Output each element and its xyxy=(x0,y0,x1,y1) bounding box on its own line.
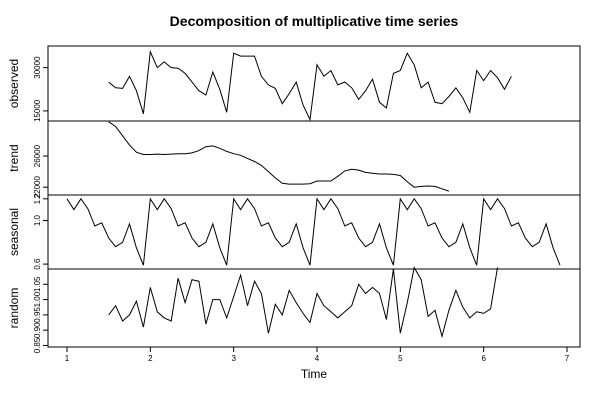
panel-label-random: random xyxy=(7,288,21,329)
y-tick-label: 1.2 xyxy=(33,193,42,205)
panel-seasonal: 0.6 1.0 1.2 seasonal xyxy=(7,193,581,270)
x-tick-label: 1 xyxy=(65,354,70,363)
panel-frame-observed xyxy=(47,45,581,122)
series-line-random xyxy=(108,266,498,339)
panel-trend: 22000 26000 trend xyxy=(7,120,581,199)
x-tick-label: 6 xyxy=(481,354,486,363)
y-tick-label: 0.95 xyxy=(33,307,42,323)
panel-random: 0.850.900.951.001.05 random xyxy=(7,266,581,353)
y-tick-label: 22000 xyxy=(33,176,42,199)
panel-label-seasonal: seasonal xyxy=(7,208,21,256)
panel-frame-trend xyxy=(47,120,581,196)
chart-title: Decomposition of multiplicative time ser… xyxy=(170,13,459,29)
x-axis: 1 2 3 4 5 6 7 xyxy=(65,346,570,363)
x-tick-label: 3 xyxy=(231,354,236,363)
x-tick-label: 2 xyxy=(148,354,153,363)
panel-label-trend: trend xyxy=(7,144,21,171)
y-tick-label: 26000 xyxy=(33,144,42,167)
x-tick-label: 5 xyxy=(398,354,403,363)
panel-label-observed: observed xyxy=(7,59,21,108)
y-tick-label: 0.85 xyxy=(33,337,42,353)
y-tick-label: 1.0 xyxy=(33,214,42,226)
y-tick-label: 0.90 xyxy=(33,322,42,338)
series-line-trend xyxy=(108,121,450,192)
y-tick-label: 0.6 xyxy=(33,258,42,270)
series-line-observed xyxy=(108,49,512,122)
y-tick-label: 1.05 xyxy=(33,276,42,292)
series-line-seasonal xyxy=(66,197,561,266)
panel-observed: 15000 30000 observed xyxy=(7,45,581,122)
y-tick-label: 1.00 xyxy=(33,291,42,307)
panels-group: 15000 30000 observed 22000 26000 trend 0.6 1.0 1… xyxy=(7,45,581,353)
x-axis-label: Time xyxy=(301,367,328,381)
x-tick-label: 7 xyxy=(565,354,570,363)
x-tick-label: 4 xyxy=(315,354,320,363)
y-tick-label: 30000 xyxy=(33,56,42,79)
y-tick-label: 15000 xyxy=(33,99,42,122)
